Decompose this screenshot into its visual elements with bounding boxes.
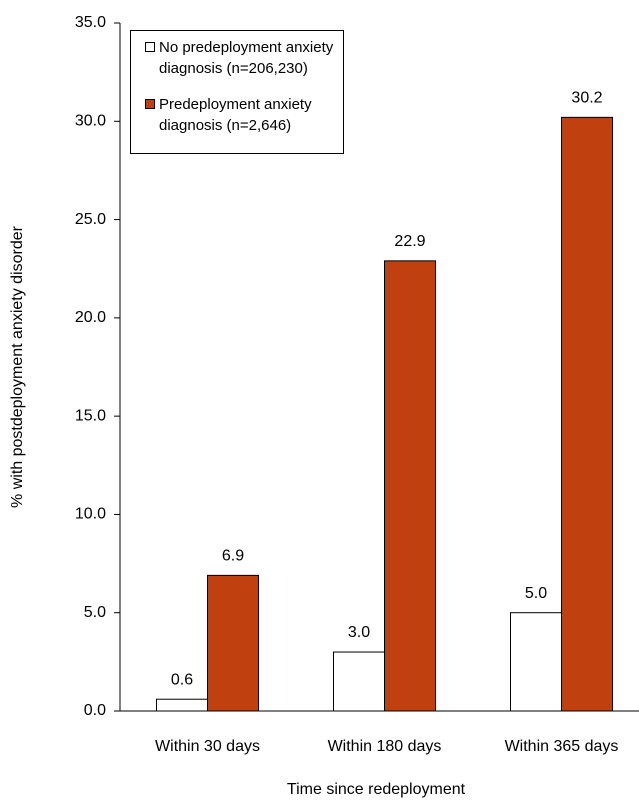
legend-label: No predeployment anxiety diagnosis (n=20…: [159, 39, 334, 77]
y-tick-label: 5.0: [84, 604, 106, 621]
x-tick-label: Within 365 days: [505, 738, 619, 755]
value-label: 30.2: [571, 90, 602, 107]
legend: No predeployment anxiety diagnosis (n=20…: [130, 30, 344, 154]
y-tick-label: 35.0: [75, 14, 106, 31]
bar: [510, 612, 562, 712]
y-tick-label: 15.0: [75, 407, 106, 424]
y-axis-label: % with postdeployment anxiety disorder: [9, 225, 26, 508]
bar: [561, 116, 613, 712]
value-label: 0.6: [171, 671, 193, 688]
y-tick-label: 0.0: [84, 702, 106, 719]
value-label: 3.0: [348, 624, 370, 641]
legend-swatch: [145, 42, 155, 52]
value-label: 5.0: [525, 585, 547, 602]
y-tick-label: 20.0: [75, 309, 106, 326]
y-tick-label: 25.0: [75, 211, 106, 228]
bar: [384, 260, 436, 712]
y-tick-label: 10.0: [75, 506, 106, 523]
x-tick-label: Within 30 days: [155, 738, 260, 755]
value-label: 6.9: [222, 548, 244, 565]
value-label: 22.9: [394, 233, 425, 250]
bar: [207, 574, 259, 712]
legend-swatch: [145, 99, 155, 109]
x-axis-label: Time since redeployment: [287, 781, 466, 798]
legend-label: Predeployment anxiety diagnosis (n=2,646…: [159, 96, 312, 134]
y-tick-label: 30.0: [75, 113, 106, 130]
x-tick-label: Within 180 days: [328, 738, 442, 755]
bar: [333, 651, 385, 712]
bar: [156, 698, 208, 712]
